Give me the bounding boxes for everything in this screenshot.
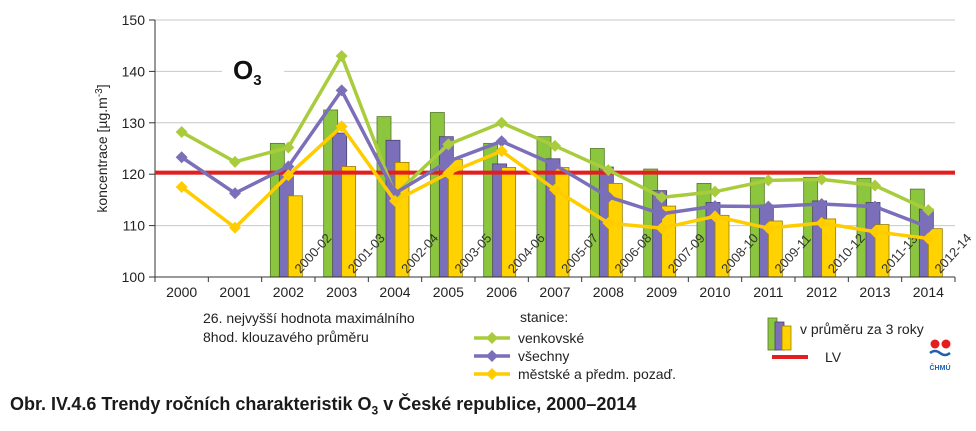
title-box	[222, 46, 284, 90]
ozone-trend-chart: 100 110 120 130 140 150 2000 2001 2002 2003 2004 20…	[94, 12, 974, 382]
series-point-1	[335, 49, 348, 62]
legend-marker-2	[486, 350, 498, 362]
y-tick-label: 150	[122, 12, 146, 28]
series-point-3	[442, 167, 455, 180]
x-tick-label: 2005	[433, 284, 464, 300]
annotation-line: 8hod. klouzavého průměru	[203, 329, 369, 345]
series-point-3	[335, 120, 348, 133]
series-point-2	[175, 151, 188, 164]
series-point-3	[549, 183, 561, 196]
series-point-1	[282, 141, 295, 154]
series-point-1	[549, 139, 561, 152]
series-point-3	[709, 210, 721, 223]
series-point-1	[229, 155, 241, 168]
caption-subscript: 3	[371, 403, 379, 418]
series-point-1	[922, 204, 935, 217]
legend-title: stanice:	[520, 309, 568, 325]
series-point-2	[815, 198, 828, 211]
series-point-2	[922, 221, 935, 234]
series-point-2	[655, 207, 668, 220]
y-tick-label: 110	[123, 218, 146, 234]
x-tick-label: 2010	[699, 284, 730, 300]
logo-dot-right	[941, 339, 951, 349]
bar-legend-swatch-3	[781, 325, 792, 351]
limit-legend-label: LV	[825, 349, 842, 365]
x-tick-label: 2003	[326, 284, 357, 300]
x-tick-label: 2004	[379, 284, 410, 300]
legend-label-3: městské a předm. pozaď.	[518, 366, 676, 382]
y-tick-label: 130	[122, 115, 146, 131]
x-tick-label: 2009	[646, 284, 677, 300]
y-axis-label: koncentrace [µg.m-3]	[94, 84, 110, 212]
series-point-3	[175, 181, 188, 194]
caption-suffix: v České republice, 2000–2014	[378, 394, 637, 414]
x-tick-label: 2011	[753, 284, 783, 300]
logo-dot-left	[930, 339, 940, 349]
x-tick-label: 2008	[593, 284, 624, 300]
x-tick-label: 2002	[273, 284, 304, 300]
series-point-2	[229, 187, 241, 200]
series-point-1	[495, 116, 508, 129]
y-tick-label: 140	[122, 63, 146, 79]
x-tick-label: 2007	[539, 284, 570, 300]
chart-title-subscript: 3	[253, 72, 261, 89]
series-point-3	[869, 225, 881, 238]
x-tick-label: 2013	[859, 284, 890, 300]
x-tick-label: 2000	[166, 284, 197, 300]
x-tick-label: 2014	[913, 284, 944, 300]
series-point-3	[815, 217, 828, 230]
annotation-line: 26. nejvyšší hodnota maximálního	[203, 310, 415, 326]
series-point-1	[815, 173, 828, 186]
series-point-1	[762, 174, 775, 187]
series-point-2	[762, 200, 775, 213]
logo-text: ČHMÚ	[930, 363, 951, 372]
legend-label-1: venkovské	[518, 330, 584, 346]
series-point-3	[922, 232, 935, 245]
series-point-1	[655, 191, 668, 204]
series-point-2	[549, 158, 561, 171]
series-point-3	[762, 222, 775, 235]
series-point-1	[869, 179, 881, 192]
x-tick-label: 2012	[806, 284, 837, 300]
legend-marker-3	[486, 368, 498, 380]
series-point-1	[709, 185, 721, 198]
y-axis-label-tail: ]	[94, 84, 110, 88]
series-point-3	[389, 194, 401, 207]
series-point-1	[175, 126, 188, 139]
series-point-3	[655, 222, 668, 235]
series-point-2	[709, 200, 721, 213]
series-point-1	[442, 138, 455, 151]
bar-legend-label: v průměru za 3 roky	[800, 321, 924, 337]
series-point-3	[282, 169, 295, 182]
y-axis-label-sup: -3	[94, 88, 105, 97]
series-point-2	[442, 155, 455, 168]
series-point-3	[229, 221, 241, 234]
caption-prefix: Obr. IV.4.6 Trendy ročních charakteristi…	[10, 394, 372, 414]
series-point-2	[495, 135, 508, 148]
series-point-3	[495, 145, 508, 158]
legend-marker-1	[486, 332, 498, 344]
series-point-3	[602, 217, 615, 230]
x-tick-label: 2006	[486, 284, 517, 300]
y-tick-label: 120	[122, 166, 146, 182]
legend-label-2: všechny	[518, 348, 569, 364]
x-tick-label: 2001	[219, 284, 250, 300]
series-point-2	[282, 160, 295, 173]
figure-caption: Obr. IV.4.6 Trendy ročních charakteristi…	[10, 394, 636, 418]
series-point-2	[869, 200, 881, 213]
series-point-2	[602, 190, 615, 203]
y-tick-label: 100	[122, 269, 146, 285]
series-point-2	[335, 84, 348, 97]
logo-wave	[929, 349, 951, 357]
series-point-1	[602, 164, 615, 177]
